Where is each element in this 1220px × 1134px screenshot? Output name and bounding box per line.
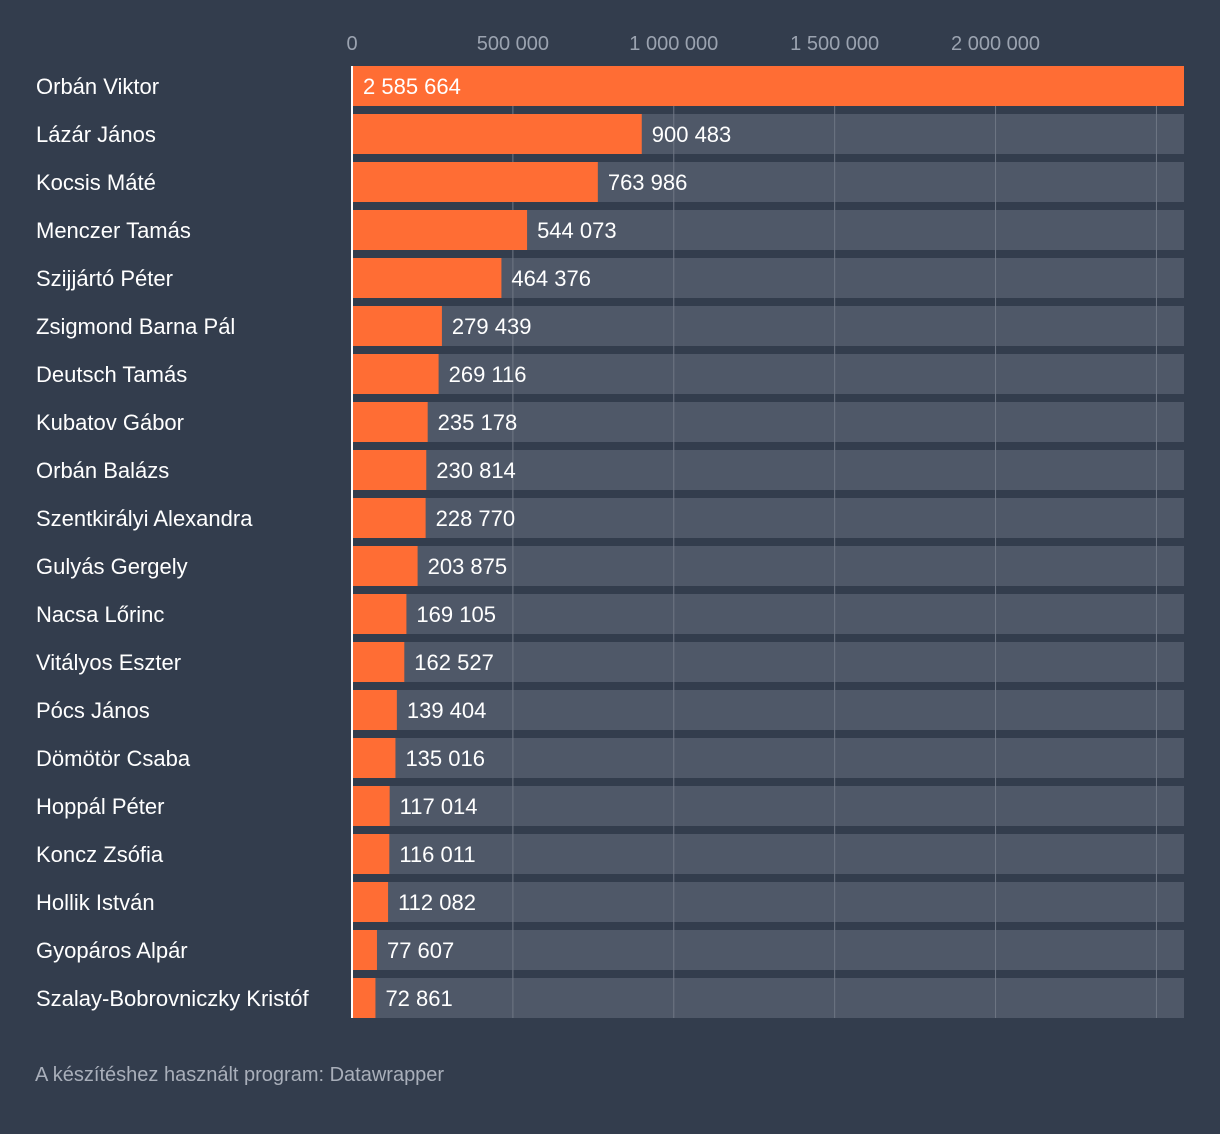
data-label: 77 607 xyxy=(387,938,454,963)
category-label: Dömötör Csaba xyxy=(36,746,191,771)
data-label: 117 014 xyxy=(400,794,478,819)
bar-track xyxy=(352,546,1184,586)
category-label: Gyopáros Alpár xyxy=(36,938,188,963)
category-label: Deutsch Tamás xyxy=(36,362,187,387)
data-label: 900 483 xyxy=(652,122,732,147)
row-labels: Orbán Viktor Lázár János Kocsis Máté Mencze… xyxy=(36,74,310,1011)
bar-track xyxy=(352,354,1184,394)
bar-track xyxy=(352,978,1184,1018)
data-label: 169 105 xyxy=(416,602,496,627)
bars xyxy=(352,66,1184,1018)
x-tick-label: 1 000 000 xyxy=(629,33,718,55)
data-label: 135 016 xyxy=(405,746,485,771)
category-label: Szentkirályi Alexandra xyxy=(36,506,253,531)
data-label: 269 116 xyxy=(449,362,527,387)
category-label: Lázár János xyxy=(36,122,156,147)
bar xyxy=(352,834,390,874)
bar-track xyxy=(352,738,1184,778)
data-label: 279 439 xyxy=(452,314,532,339)
bar-track xyxy=(352,930,1184,970)
category-label: Koncz Zsófia xyxy=(36,842,164,867)
bar-track xyxy=(352,306,1184,346)
bar-track xyxy=(352,834,1184,874)
data-label: 763 986 xyxy=(608,170,688,195)
bar xyxy=(352,210,528,250)
bar xyxy=(352,162,598,202)
data-label: 2 585 664 xyxy=(363,74,461,99)
bar xyxy=(352,306,442,346)
x-tick-label: 0 xyxy=(346,33,357,55)
bar xyxy=(352,930,377,970)
data-label: 228 770 xyxy=(436,506,516,531)
bar-track xyxy=(352,594,1184,634)
x-tick-label: 2 000 000 xyxy=(951,33,1040,55)
category-label: Szalay-Bobrovniczky Kristóf xyxy=(36,986,310,1011)
bar-track xyxy=(352,402,1184,442)
data-label: 116 011 xyxy=(399,842,475,867)
data-label: 464 376 xyxy=(511,266,591,291)
data-label: 230 814 xyxy=(436,458,516,483)
bar-track xyxy=(352,642,1184,682)
bar-tracks xyxy=(352,66,1184,1018)
bar xyxy=(352,882,389,922)
bar xyxy=(352,450,427,490)
category-label: Orbán Balázs xyxy=(36,458,169,483)
bar xyxy=(352,546,418,586)
bar-track xyxy=(352,882,1184,922)
bar-track xyxy=(352,450,1184,490)
category-label: Pócs János xyxy=(36,698,150,723)
category-label: Vitályos Eszter xyxy=(36,650,181,675)
data-label: 72 861 xyxy=(385,986,452,1011)
bar-track xyxy=(352,690,1184,730)
data-label: 235 178 xyxy=(438,410,518,435)
bar xyxy=(352,738,396,778)
category-label: Hoppál Péter xyxy=(36,794,164,819)
category-label: Orbán Viktor xyxy=(36,74,159,99)
data-label: 544 073 xyxy=(537,218,617,243)
bar xyxy=(352,498,426,538)
bar-track xyxy=(352,498,1184,538)
data-label: 112 082 xyxy=(398,890,476,915)
category-label: Kocsis Máté xyxy=(36,170,156,195)
footer-credit: A készítéshez használt program: Datawrap… xyxy=(35,1064,445,1086)
x-tick-label: 500 000 xyxy=(477,33,549,55)
grid-lines xyxy=(512,66,1157,1018)
category-label: Nacsa Lőrinc xyxy=(36,602,164,627)
bar xyxy=(352,402,428,442)
x-tick-label: 1 500 000 xyxy=(790,33,879,55)
data-label: 203 875 xyxy=(428,554,508,579)
category-label: Menczer Tamás xyxy=(36,218,191,243)
bar xyxy=(352,258,502,298)
bar xyxy=(352,66,1184,106)
bar xyxy=(352,594,407,634)
data-label: 162 527 xyxy=(414,650,494,675)
bar xyxy=(352,690,397,730)
bar xyxy=(352,114,642,154)
bar xyxy=(352,354,439,394)
category-label: Zsigmond Barna Pál xyxy=(36,314,235,339)
bar xyxy=(352,978,376,1018)
category-label: Szijjártó Péter xyxy=(36,266,173,291)
bar-track xyxy=(352,786,1184,826)
value-labels: 2 585 664 900 483 763 986 544 073 464 376 279… xyxy=(363,74,731,1011)
bar xyxy=(352,642,405,682)
category-label: Gulyás Gergely xyxy=(36,554,188,579)
category-label: Kubatov Gábor xyxy=(36,410,184,435)
data-label: 139 404 xyxy=(407,698,487,723)
category-label: Hollik István xyxy=(36,890,155,915)
bar xyxy=(352,786,390,826)
x-axis-ticks: 0 500 000 1 000 000 1 500 000 2 000 000 xyxy=(346,33,1040,55)
